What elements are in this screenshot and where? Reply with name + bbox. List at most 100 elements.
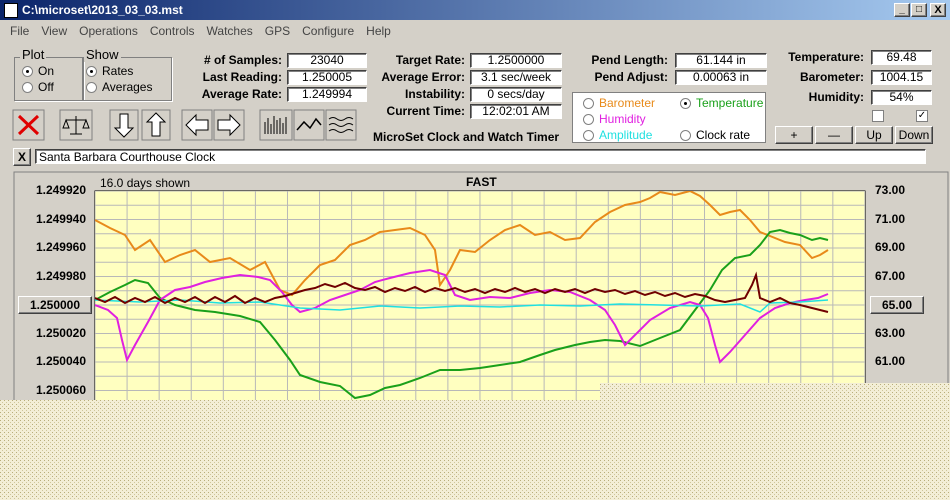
radio[interactable] [583,98,594,110]
right-axis-label: 63.00 [875,325,906,340]
left-button[interactable] [181,109,213,141]
field-label: Instability: [404,87,465,101]
menu-item[interactable]: Watches [206,24,253,38]
center-button[interactable]: 1.250000 [18,296,92,314]
title-bar: C:\microset\2013_03_03.mst _ □ X [0,0,950,20]
clock-name-field[interactable]: Santa Barbara Courthouse Clock [35,149,926,164]
field-value[interactable]: 54% [871,90,932,105]
legend-option[interactable]: Humidity [583,112,646,126]
action-button[interactable]: + [775,126,813,144]
minimize-button[interactable]: _ [894,3,910,17]
radio-label: Off [38,80,54,94]
field-label: Current Time: [386,104,465,118]
app-icon [4,3,18,18]
radio-on[interactable]: On [22,64,54,78]
wave-button[interactable] [325,109,357,141]
menu-item[interactable]: Controls [149,24,195,38]
legend-label: Humidity [599,112,646,126]
amplitude-curve [95,299,829,313]
stop-button[interactable] [12,109,45,141]
down-button[interactable] [109,109,139,141]
menu-item[interactable]: Help [366,24,391,38]
maximize-button[interactable]: □ [911,3,927,17]
close-button[interactable]: X [930,3,946,17]
legend-option[interactable]: Amplitude [583,128,652,142]
radio-off[interactable]: Off [22,80,54,94]
field-label: Average Error: [381,70,465,84]
menu-item[interactable]: Configure [302,24,355,38]
checkbox[interactable] [872,110,884,122]
radio-label: Averages [102,80,153,94]
radio[interactable] [583,130,594,142]
line-button[interactable] [293,109,325,141]
menu-item[interactable]: GPS [264,24,291,38]
status-label: FAST [466,175,497,189]
radio-rates[interactable]: Rates [86,64,133,78]
field-label: Humidity: [808,90,864,104]
field-value[interactable]: 61.144 in [675,53,767,68]
field-value[interactable]: 0.00063 in [675,70,767,85]
radio[interactable] [680,130,691,142]
field-label: Last Reading: [202,70,282,84]
right-axis-label: 67.00 [875,268,906,283]
radio-label: Rates [102,64,134,78]
desktop-overlay [0,400,600,500]
balance-button[interactable] [59,109,93,141]
field-value[interactable]: 1.250005 [287,70,367,85]
field-value[interactable]: 1.249994 [287,87,367,102]
radio[interactable] [680,98,691,110]
radio-label: On [38,64,55,78]
right-button[interactable] [213,109,245,141]
left-axis-label: 1.249920 [35,183,86,197]
field-label: Average Rate: [201,87,282,101]
legend-label: Clock rate [696,128,751,142]
field-label: # of Samples: [203,53,282,67]
legend-label: Temperature [696,96,764,110]
clear-button[interactable]: X [13,148,31,166]
field-value[interactable]: 3.1 sec/week [470,70,562,85]
left-axis-label: 1.250020 [35,325,86,340]
days-shown: 16.0 days shown [100,176,191,190]
field-value[interactable]: 12:02:01 AM [470,104,562,119]
legend-option[interactable]: Clock rate [680,128,750,142]
clock-rate-curve [95,271,829,313]
curves [95,191,829,400]
radio-averages[interactable]: Averages [86,80,152,94]
field-value[interactable]: 1.2500000 [470,53,562,68]
action-button[interactable]: — [815,126,853,144]
field-value[interactable]: 1004.15 [871,70,932,85]
field-value[interactable]: 0 secs/day [470,87,562,102]
field-value[interactable]: 69.48 [871,50,932,65]
right-axis-label: 73.00 [875,183,906,197]
plot-group [14,57,84,101]
menu-bar: File View Operations Controls Watches GPS Conf… [4,24,397,38]
bars-button[interactable] [259,109,293,141]
legend-option[interactable]: Temperature [680,96,763,110]
show-group-label: Show [84,47,121,62]
left-axis-label: 1.249940 [35,211,86,226]
action-button[interactable]: Up [855,126,893,144]
checkbox[interactable]: ✓ [916,110,928,122]
radio[interactable] [583,114,594,126]
menu-item[interactable]: View [41,24,68,38]
action-button[interactable]: Down [895,126,933,144]
plot-group-label: Plot [20,47,47,62]
legend-box [572,92,766,143]
left-axis-label: 1.249980 [35,268,86,283]
field-value[interactable]: 23040 [287,53,367,68]
menu-item[interactable]: Operations [79,24,138,38]
left-axis-label: 1.250060 [35,382,86,397]
show-group [82,57,172,101]
menu-item[interactable]: File [10,24,30,38]
barometer-curve [95,191,829,297]
right-axis-label: 69.00 [875,240,906,254]
legend-option[interactable]: Barometer [583,96,655,110]
legend-label: Amplitude [599,128,653,142]
field-label: Pend Length: [591,53,668,67]
field-label: Target Rate: [395,53,465,67]
up-button[interactable] [141,109,171,141]
center-button[interactable]: 65.00 [870,296,924,314]
